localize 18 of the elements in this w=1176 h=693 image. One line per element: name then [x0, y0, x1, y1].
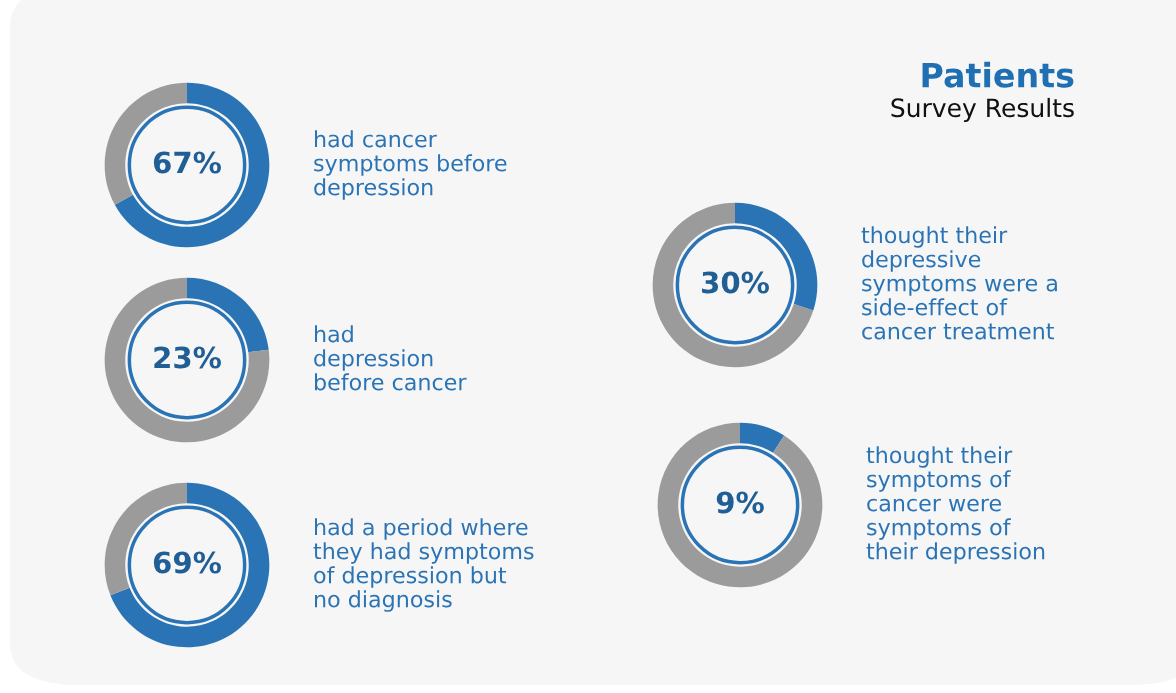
text: thought their depressive symptoms were a side-effect of cancer treatment: [861, 226, 1057, 340]
donut-slice: [652, 202, 814, 368]
text: Survey Results: [891, 97, 1074, 123]
data-label: 30%: [702, 271, 769, 294]
data-label: 23%: [154, 346, 221, 369]
donut-slice: [740, 422, 785, 453]
text: Patients: [922, 61, 1074, 88]
data-label: 69%: [153, 551, 221, 574]
donut-slice: [110, 482, 270, 648]
text: had depression before cancer: [314, 325, 467, 391]
text: had a period where they had symptoms of depression but no diagnosis: [313, 518, 534, 612]
donut-slice: [114, 82, 270, 248]
data-label: 9%: [716, 491, 764, 514]
text: thought their symptoms of cancer were symptoms of their depression: [866, 446, 1045, 564]
data-label: 67%: [153, 151, 221, 174]
donut-slice: [657, 422, 823, 588]
text: had cancer symptoms before depression: [314, 130, 507, 200]
donut-slice: [104, 277, 270, 443]
